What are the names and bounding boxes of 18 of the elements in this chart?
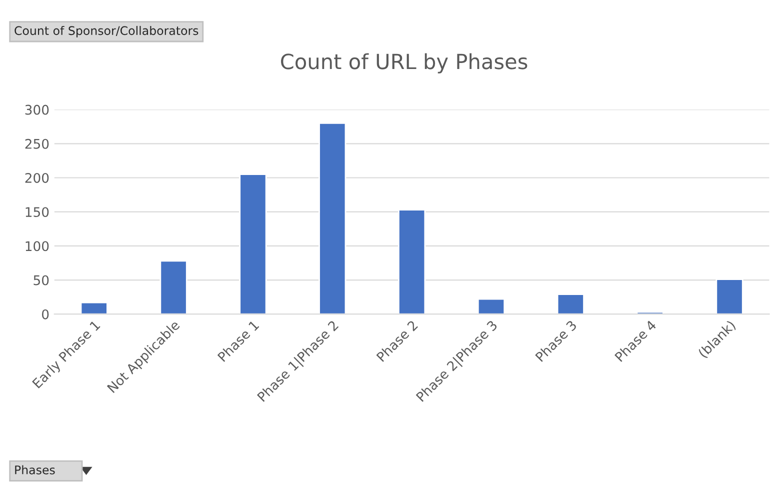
bar xyxy=(716,278,744,314)
y-tick-label: 300 xyxy=(25,104,49,115)
bar xyxy=(556,294,584,314)
bar xyxy=(160,260,188,314)
chart-title: Count of URL by Phases xyxy=(281,53,528,74)
bar xyxy=(239,174,267,314)
y-tick-label: 150 xyxy=(26,207,49,218)
text: Phases xyxy=(15,465,55,474)
y-tick-label: 100 xyxy=(26,241,49,252)
bar xyxy=(398,209,426,314)
bar xyxy=(80,302,108,314)
y-tick-label: 200 xyxy=(25,172,49,183)
y-tick-label: 50 xyxy=(34,275,49,286)
y-tick-label: 250 xyxy=(25,138,49,149)
text: Count of Sponsor/Collaborators xyxy=(14,26,198,38)
y-tick-label: 0 xyxy=(42,309,49,320)
bar xyxy=(477,298,506,314)
bar xyxy=(318,122,346,314)
